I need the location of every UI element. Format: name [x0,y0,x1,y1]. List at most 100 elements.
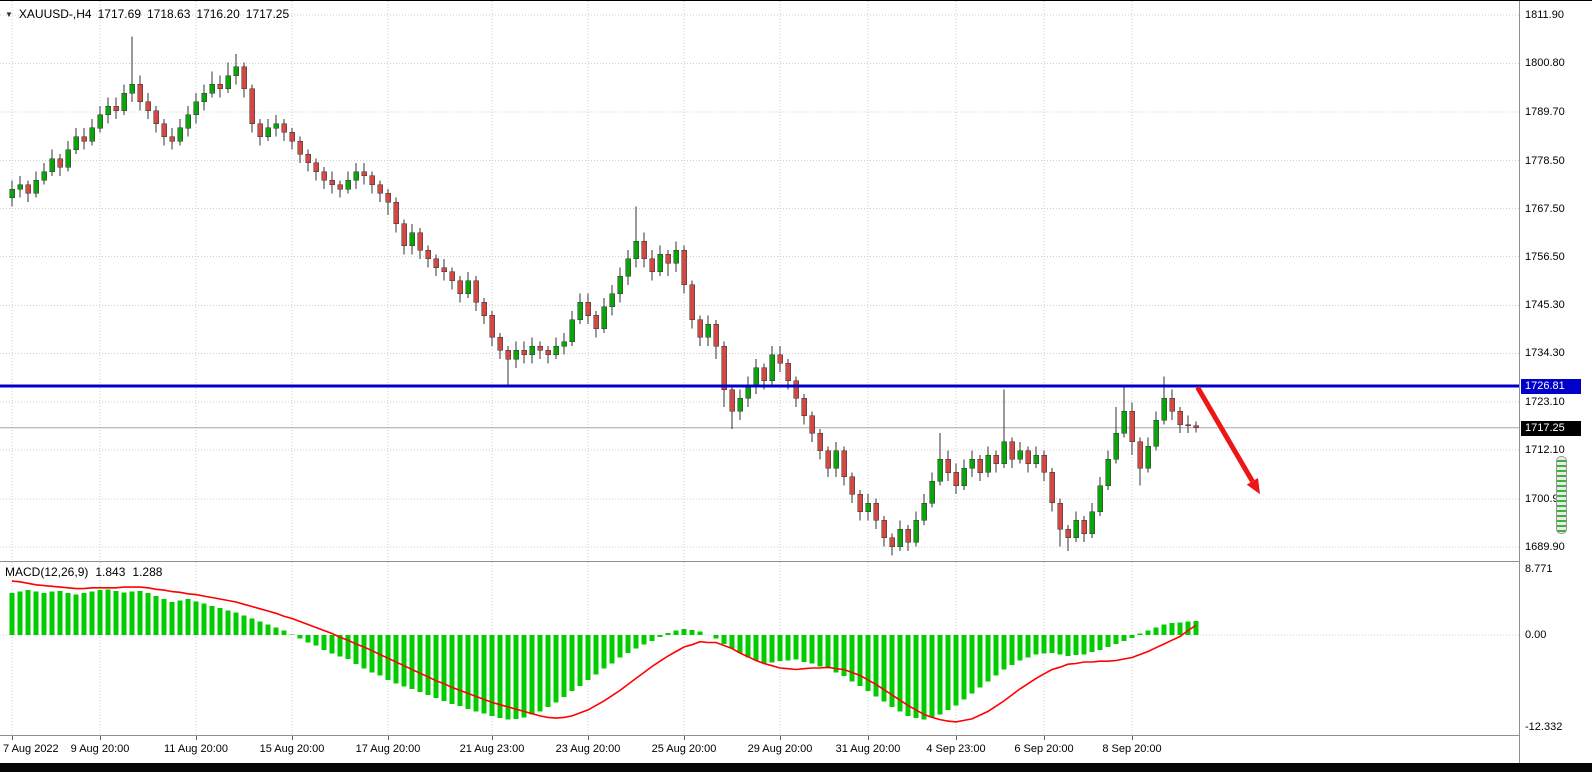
candle [297,136,303,163]
candle [449,267,455,290]
candle [409,223,415,255]
candle [377,180,383,203]
candle [737,389,743,421]
time-label: 6 Sep 20:00 [1014,743,1074,755]
candle [201,84,207,111]
macd-tick-label: 0.00 [1525,629,1547,641]
candle [985,446,991,477]
macd-value-signal: 1.288 [132,565,163,579]
candle [1137,437,1143,486]
time-tick [684,736,685,740]
candle [129,36,135,102]
candle [441,258,447,281]
panel-separator[interactable] [0,561,1592,562]
price-tick-label: 1712.10 [1525,444,1565,456]
candle [225,62,231,94]
candle [553,337,559,360]
candle [577,293,583,325]
candle [841,446,847,486]
candle [33,171,39,198]
candle [313,158,319,181]
candle [1121,385,1127,438]
time-tick [868,736,869,740]
window-bottom-edge [0,763,1592,772]
time-label: 17 Aug 20:00 [355,743,421,755]
candle [721,341,727,407]
price-tick-label: 1734.30 [1525,347,1565,359]
candle [497,332,503,360]
price-scale[interactable]: 1811.90 1800.80 1789.70 1778.50 1767.50 1756.… [1519,1,1592,763]
candle [217,75,223,98]
candle [713,319,719,360]
candle [281,119,287,141]
candle [177,119,183,146]
quick-trade-dropdown-icon[interactable]: ▼ [5,9,13,19]
candle [657,245,663,277]
sell-arrow[interactable] [1195,386,1260,495]
candle [769,346,775,386]
candle [1097,476,1103,516]
candle [329,171,335,194]
macd-svg [0,562,1519,735]
candle [961,459,967,490]
time-tick [388,736,389,740]
price-tick-label: 1811.90 [1525,9,1564,21]
time-label: 8 Sep 20:00 [1102,743,1162,755]
candle [345,171,351,194]
panel-separator[interactable] [0,735,1592,736]
candle [929,472,935,508]
candle [529,337,535,364]
candle [993,450,999,473]
time-tick [292,736,293,740]
time-label: 9 Aug 20:00 [70,743,130,755]
time-label: 29 Aug 20:00 [747,743,813,755]
candle [1025,446,1031,473]
candle [1081,516,1087,543]
candle [417,228,423,259]
candle [897,520,903,551]
candle [873,498,879,530]
candle [953,463,959,495]
symbol-period-label: XAUUSD-,H4 [18,7,92,21]
chart-header: ▼ XAUUSD-,H4 1717.69 1718.63 1716.20 171… [5,7,289,21]
candle [161,119,167,146]
candle [265,119,271,141]
candle [473,276,479,312]
price-chart-panel[interactable]: ▼ XAUUSD-,H4 1717.69 1718.63 1716.20 171… [0,1,1519,561]
candle [249,84,255,133]
price-tick-label: 1800.80 [1525,57,1565,69]
time-axis[interactable]: 7 Aug 2022 9 Aug 20:00 11 Aug 20:00 15 Aug … [0,736,1592,763]
candle [489,311,495,346]
candle [73,127,79,155]
candle [889,533,895,556]
candle [49,149,55,176]
price-chart-svg [0,1,1519,561]
price-scale-scrollbar[interactable] [1556,456,1567,534]
candle [153,106,159,133]
macd-panel[interactable]: MACD(12,26,9) 1.843 1.288 [0,562,1519,735]
current-price-tag: 1717.25 [1521,421,1581,436]
candle [617,267,623,303]
macd-header: MACD(12,26,9) 1.843 1.288 [5,565,162,579]
candle [1177,407,1183,434]
price-tick-label: 1745.30 [1525,299,1565,311]
candle [481,298,487,325]
candle [273,114,279,137]
macd-signal-line [11,580,1197,723]
candle [89,119,95,146]
candle [209,71,215,98]
time-label: 4 Sep 23:00 [926,743,986,755]
macd-histogram [9,589,1199,720]
candle [681,245,687,294]
candle [361,162,367,185]
time-label: 11 Aug 20:00 [163,743,229,755]
candle [369,171,375,194]
candle [105,97,111,124]
candle [1073,511,1079,543]
candle [865,494,871,521]
candle [9,180,15,207]
candle [977,455,983,482]
candle [1113,407,1119,464]
candle [41,162,47,185]
candle [745,376,751,407]
